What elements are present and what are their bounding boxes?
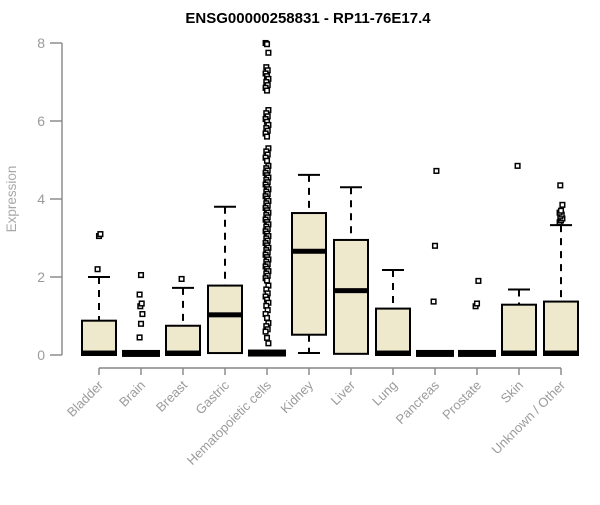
box xyxy=(207,284,243,355)
outlier-point xyxy=(263,277,271,284)
boxplot-group-prostate xyxy=(458,277,496,357)
outlier-point xyxy=(475,277,482,284)
boxes-layer xyxy=(81,39,579,357)
median-line xyxy=(502,350,536,356)
outlier-point xyxy=(559,201,566,208)
x-tick-label-liver: Liver xyxy=(328,377,359,408)
x-tick-label-unknown-other: Unknown / Other xyxy=(489,377,569,457)
outlier-point xyxy=(263,133,271,140)
median-line xyxy=(82,350,116,356)
x-tick-label-breast: Breast xyxy=(153,377,190,414)
outlier-point xyxy=(433,167,440,174)
y-axis-label: Expression xyxy=(4,166,19,233)
outlier-point xyxy=(263,41,271,48)
outlier-point xyxy=(265,340,272,347)
boxplot-group-gastric xyxy=(207,205,243,355)
median-line xyxy=(292,248,326,254)
median-line xyxy=(544,350,578,356)
y-tick-label: 2 xyxy=(37,269,45,285)
outlier-point xyxy=(263,314,271,321)
x-tick-label-skin: Skin xyxy=(498,378,526,406)
x-tick-label-pancreas: Pancreas xyxy=(393,377,443,427)
outlier-point xyxy=(263,87,271,94)
outlier-point xyxy=(430,298,437,305)
x-tick-label-gastric: Gastric xyxy=(192,377,232,417)
y-tick-label: 8 xyxy=(37,35,45,51)
median-line xyxy=(376,350,410,356)
box xyxy=(501,303,537,357)
outlier-point xyxy=(178,275,185,282)
outlier-point xyxy=(557,182,564,189)
boxplot-group-lung xyxy=(375,268,411,356)
y-tick-label: 0 xyxy=(37,347,45,363)
boxplot-group-hematopoietic-cells xyxy=(248,39,286,357)
y-tick-label: 4 xyxy=(37,191,45,207)
median-line xyxy=(122,349,160,357)
boxplot-group-bladder xyxy=(81,231,117,356)
outlier-point xyxy=(431,242,439,249)
outlier-point xyxy=(514,162,521,169)
outlier-point xyxy=(263,157,271,164)
box xyxy=(333,238,369,355)
box xyxy=(81,319,117,356)
outlier-point xyxy=(97,231,104,238)
y-tick-label: 6 xyxy=(37,113,45,129)
outlier-point xyxy=(263,334,271,341)
x-tick-label-lung: Lung xyxy=(369,378,400,409)
median-line xyxy=(334,288,368,294)
boxplot-group-skin xyxy=(501,162,537,357)
boxplot-group-brain xyxy=(122,272,160,357)
x-tick-label-bladder: Bladder xyxy=(64,377,107,420)
boxplot-group-breast xyxy=(165,275,201,356)
box xyxy=(543,300,579,357)
x-tick-label-prostate: Prostate xyxy=(439,378,484,423)
boxplot-group-liver xyxy=(333,186,369,355)
chart-title: ENSG00000258831 - RP11-76E17.4 xyxy=(185,10,431,27)
median-line xyxy=(248,349,286,357)
x-tick-label-brain: Brain xyxy=(116,378,148,410)
outlier-point xyxy=(557,207,565,214)
outlier-point xyxy=(137,272,145,279)
boxplot-group-unknown-other xyxy=(543,182,579,357)
outlier-point xyxy=(139,311,146,318)
outlier-point xyxy=(265,49,272,56)
outlier-point xyxy=(262,328,269,335)
median-line xyxy=(208,312,242,318)
outlier-point xyxy=(94,266,101,273)
median-line xyxy=(458,349,496,357)
outlier-point xyxy=(473,300,481,307)
boxplot-group-pancreas xyxy=(416,167,454,357)
x-tick-label-kidney: Kidney xyxy=(277,377,316,416)
outlier-point xyxy=(137,320,145,327)
median-line xyxy=(416,349,454,357)
box xyxy=(291,212,327,336)
box xyxy=(165,324,201,356)
outlier-point xyxy=(138,300,145,307)
boxplot-group-kidney xyxy=(291,173,327,355)
box xyxy=(375,307,411,356)
outlier-point xyxy=(136,334,143,341)
outlier-point xyxy=(136,291,143,298)
median-line xyxy=(166,350,200,356)
